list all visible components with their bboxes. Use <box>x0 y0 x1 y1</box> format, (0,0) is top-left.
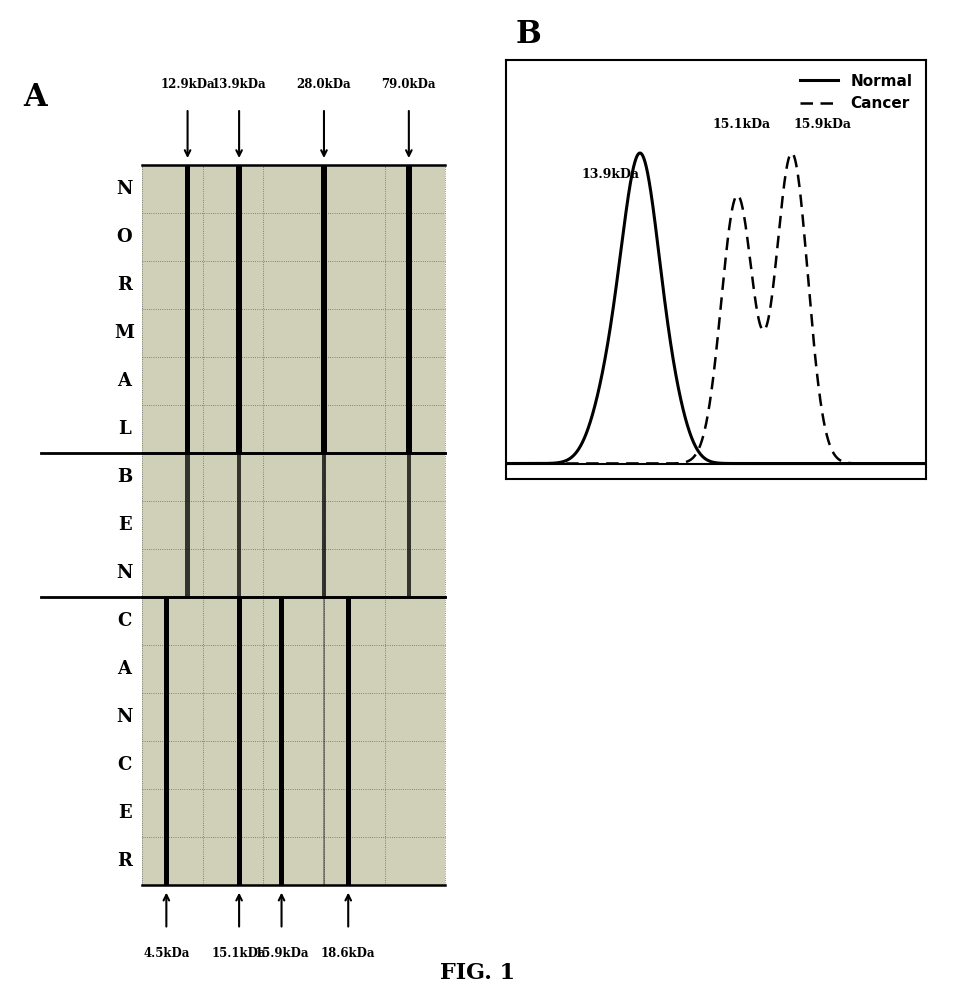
Text: 28.0kDa: 28.0kDa <box>297 78 351 91</box>
Text: 13.9kDa: 13.9kDa <box>212 78 266 91</box>
Text: N: N <box>117 709 133 727</box>
Text: 12.9kDa: 12.9kDa <box>160 78 215 91</box>
Text: N: N <box>117 181 133 199</box>
Bar <box>406 166 412 453</box>
Bar <box>237 453 242 598</box>
Text: 18.6kDa: 18.6kDa <box>321 947 375 960</box>
Text: 13.9kDa: 13.9kDa <box>582 168 640 181</box>
Bar <box>322 453 327 598</box>
Text: A: A <box>24 82 47 113</box>
Bar <box>237 166 242 453</box>
Text: 15.1kDa: 15.1kDa <box>212 947 266 960</box>
Text: N: N <box>117 564 133 583</box>
Bar <box>185 453 190 598</box>
Text: E: E <box>117 804 132 822</box>
Text: B: B <box>516 19 541 50</box>
Text: R: R <box>117 852 132 870</box>
Text: FIG. 1: FIG. 1 <box>440 962 515 984</box>
Bar <box>185 166 190 453</box>
Bar <box>407 453 411 598</box>
Bar <box>321 166 327 453</box>
Bar <box>279 598 284 885</box>
Text: E: E <box>117 516 132 534</box>
Text: A: A <box>117 661 132 679</box>
Text: B: B <box>117 468 132 486</box>
Text: 79.0kDa: 79.0kDa <box>382 78 436 91</box>
Text: 15.9kDa: 15.9kDa <box>794 118 852 131</box>
Text: A: A <box>117 372 132 390</box>
Legend: Normal, Cancer: Normal, Cancer <box>794 68 919 118</box>
Text: R: R <box>117 276 132 294</box>
Text: M: M <box>115 324 135 342</box>
Text: 15.9kDa: 15.9kDa <box>254 947 308 960</box>
Bar <box>346 598 350 885</box>
Bar <box>142 166 445 885</box>
Text: O: O <box>117 229 133 247</box>
Text: C: C <box>117 613 132 631</box>
Bar <box>323 598 325 885</box>
Bar <box>164 598 169 885</box>
Text: 15.1kDa: 15.1kDa <box>712 118 770 131</box>
Text: L: L <box>118 420 131 438</box>
Text: 4.5kDa: 4.5kDa <box>143 947 189 960</box>
Bar <box>237 598 242 885</box>
Text: C: C <box>117 756 132 774</box>
Bar <box>238 598 240 885</box>
